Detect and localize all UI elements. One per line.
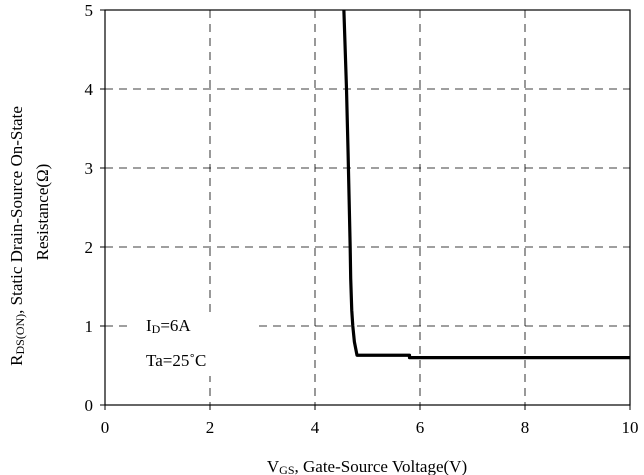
grid-lines (105, 10, 630, 405)
plot-frame (104, 9, 631, 406)
x-tick-label: 2 (206, 418, 215, 437)
y-tick-label: 5 (85, 1, 94, 20)
x-tick-label: 0 (101, 418, 110, 437)
x-tick-label: 4 (311, 418, 320, 437)
series-line (342, 9, 630, 360)
annotation-background (132, 312, 256, 376)
x-tick-label: 10 (622, 418, 639, 437)
x-axis-label: VGS, Gate-Source Voltage(V) (267, 457, 467, 475)
y-axis-label-line2: Resistance(Ω) (33, 164, 52, 261)
y-tick-label: 2 (85, 238, 94, 257)
y-axis-label-line1: RDS(ON), Static Drain-Source On-State (7, 106, 27, 366)
y-tick-label: 1 (85, 317, 94, 336)
axis-ticks: 0 2 4 6 8 10 0 1 2 3 4 5 (85, 1, 639, 437)
y-tick-label: 0 (85, 396, 94, 415)
y-tick-label: 4 (85, 80, 94, 99)
x-tick-label: 8 (521, 418, 530, 437)
annotation-drain-current: ID=6A (146, 316, 191, 336)
x-tick-label: 6 (416, 418, 425, 437)
annotation-ambient-temperature: Ta=25˚C (146, 351, 206, 370)
series-group (342, 9, 630, 360)
y-tick-label: 3 (85, 159, 94, 178)
